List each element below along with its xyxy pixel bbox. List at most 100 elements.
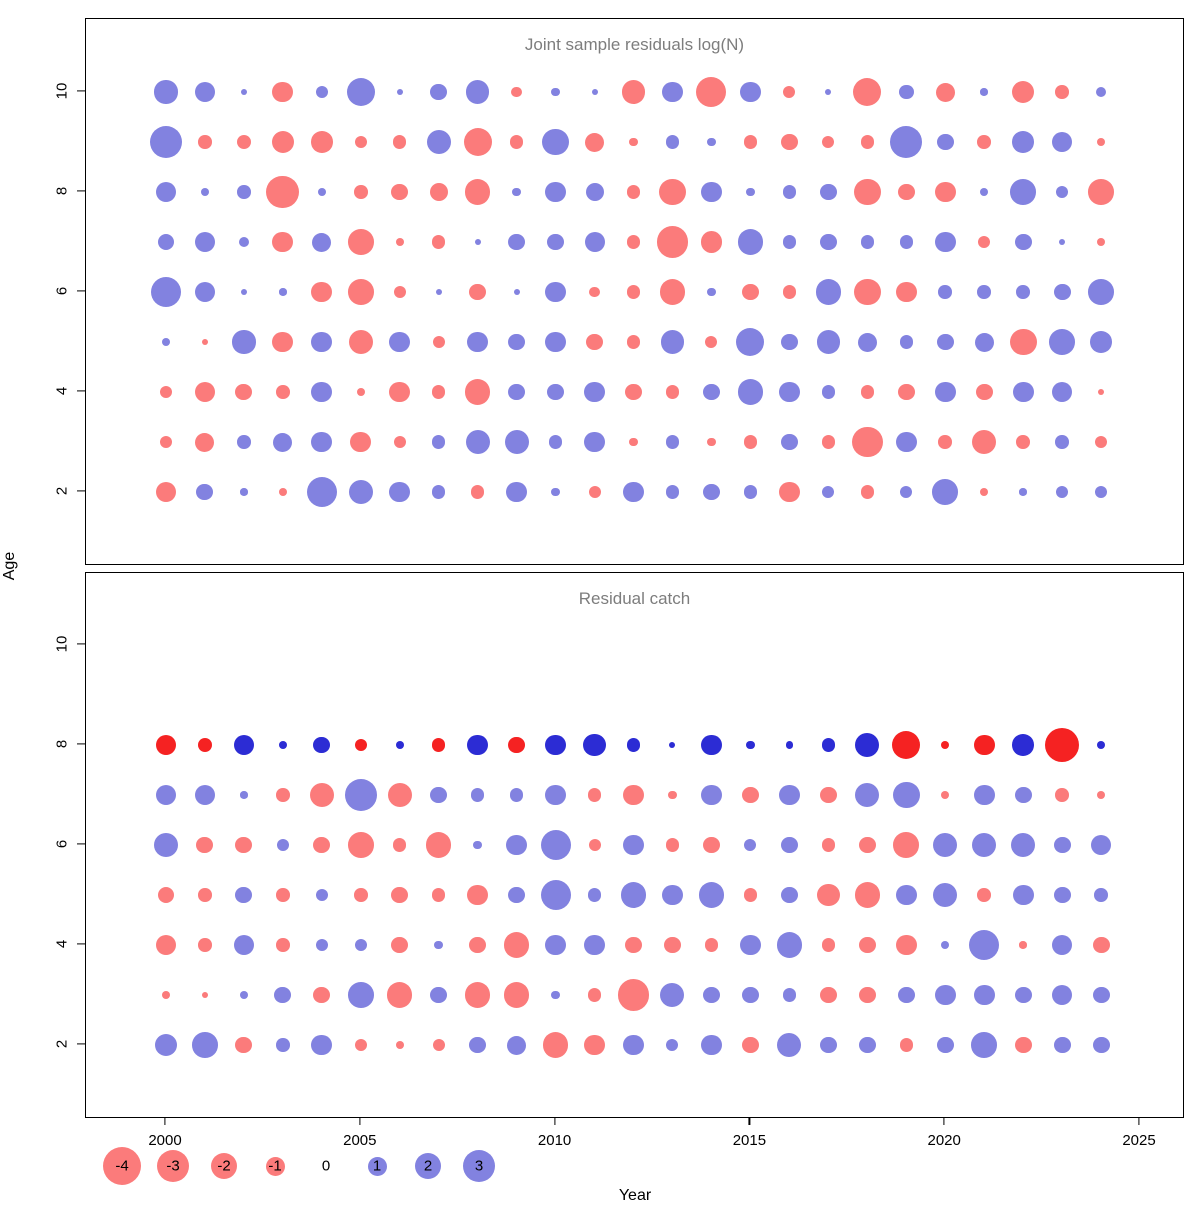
residual-bubble-age4-2015: [739, 934, 761, 956]
residual-bubble-age2-2001: [192, 1032, 218, 1058]
residual-bubble-age2-2015: [741, 1036, 759, 1054]
residual-bubble-age3-2013: [660, 982, 685, 1007]
residual-bubble-age4-2015: [737, 379, 764, 405]
y-tick-mark: [77, 943, 85, 945]
bubble-area-residual-catch: [86, 573, 1183, 1117]
x-tick-label: 2015: [732, 1132, 767, 1149]
residual-bubble-age2-2021: [979, 487, 989, 497]
residual-bubble-age6-2020: [938, 285, 952, 299]
x-tick-mark: [748, 1118, 750, 1125]
residual-bubble-age6-2022: [1011, 832, 1036, 857]
x-tick-mark: [359, 1118, 361, 1125]
residual-bubble-age4-2002: [233, 934, 255, 956]
residual-bubble-age6-2007: [425, 832, 452, 858]
residual-bubble-age4-2014: [702, 383, 720, 401]
residual-bubble-age4-2021: [975, 383, 993, 401]
residual-bubble-age5-2021: [977, 888, 991, 902]
residual-bubble-age4-2011: [584, 934, 605, 956]
residual-bubble-age3-2003: [274, 986, 292, 1004]
residual-bubble-age9-2011: [585, 132, 605, 152]
residual-bubble-age6-2016: [780, 836, 798, 854]
residual-bubble-age8-2000: [155, 734, 177, 756]
residual-bubble-age3-2019: [895, 431, 917, 453]
residual-bubble-age7-2023: [1059, 238, 1066, 245]
residual-bubble-age4-2010: [547, 383, 565, 401]
residual-bubble-age7-2012: [626, 235, 641, 249]
residual-bubble-age6-2019: [893, 832, 919, 858]
residual-bubble-age8-2003: [266, 175, 300, 209]
x-tick-label: 2000: [148, 1132, 182, 1149]
residual-bubble-age10-2015: [739, 81, 761, 103]
legend-bubble-1: [367, 1156, 387, 1176]
residual-bubble-age4-2009: [503, 932, 530, 958]
residual-bubble-age3-2003: [273, 432, 293, 452]
residual-bubble-age8-2023: [1056, 185, 1069, 198]
residual-bubble-age10-2001: [194, 81, 216, 103]
residual-bubble-age6-2013: [665, 838, 680, 852]
residual-bubble-age3-2015: [741, 986, 759, 1004]
residual-bubble-age8-2001: [197, 737, 213, 753]
x-tick-mark: [943, 1118, 945, 1125]
residual-bubble-age7-2014: [701, 784, 722, 806]
residual-bubble-age2-2019: [900, 485, 913, 498]
residual-bubble-age2-2003: [276, 1038, 290, 1052]
residual-bubble-age2-2011: [584, 1034, 605, 1056]
residual-bubble-age6-2005: [348, 832, 374, 858]
residual-bubble-age6-2015: [741, 283, 759, 301]
residual-bubble-age9-2008: [463, 127, 492, 157]
residual-bubble-age3-2005: [348, 982, 374, 1008]
residual-bubble-age4-2005: [354, 938, 367, 951]
residual-bubble-age4-2000: [159, 385, 172, 398]
residual-bubble-age8-2012: [626, 185, 641, 199]
residual-bubble-age7-2009: [509, 788, 524, 802]
x-axis-label: Year: [618, 1187, 652, 1204]
residual-bubble-age6-2009: [506, 834, 528, 856]
residual-bubble-age9-2005: [354, 135, 367, 148]
legend-bubble--4: [103, 1147, 141, 1185]
legend-label-3: 3: [474, 1157, 484, 1175]
legend-label--2: -2: [217, 1157, 231, 1175]
residual-bubble-age4-2000: [155, 934, 177, 956]
residual-bubble-age8-2014: [701, 181, 722, 203]
residual-bubble-age7-2020: [934, 231, 956, 253]
legend-bubble-2: [414, 1152, 442, 1180]
residual-bubble-age2-2015: [743, 485, 758, 499]
residual-bubble-age9-2004: [311, 131, 333, 153]
residual-bubble-age3-2020: [934, 984, 956, 1006]
y-tick-label: 8: [53, 739, 71, 749]
residual-bubble-age2-2000: [154, 1033, 178, 1057]
residual-bubble-age3-2004: [311, 431, 333, 453]
residual-bubble-age8-2015: [746, 740, 755, 750]
residual-bubble-age9-2015: [743, 135, 758, 149]
residual-bubble-age3-2006: [387, 982, 413, 1008]
residual-bubble-age3-2021: [973, 984, 995, 1006]
x-tick-label: 2020: [927, 1132, 961, 1149]
residual-bubble-age8-2016: [782, 185, 797, 199]
y-tick-mark: [77, 490, 85, 492]
residual-bubble-age8-2021: [979, 187, 989, 197]
residual-bubble-age10-2022: [1011, 80, 1035, 104]
x-tick-label: 2005: [343, 1132, 377, 1149]
residual-bubble-age3-2019: [897, 986, 915, 1004]
residual-bubble-age8-2006: [395, 740, 404, 750]
y-tick-label: 2: [53, 486, 71, 496]
residual-bubble-age8-2012: [626, 738, 641, 752]
residual-bubble-age6-2009: [513, 288, 520, 295]
y-tick-mark: [77, 1043, 85, 1045]
residual-bubble-age7-2017: [819, 786, 837, 804]
residual-bubble-age4-2008: [469, 936, 487, 954]
residual-bubble-age8-2024: [1088, 179, 1114, 205]
y-tick-label: 8: [53, 186, 71, 196]
residual-bubble-age9-2006: [393, 135, 407, 149]
residual-bubble-age3-2001: [195, 432, 215, 452]
residual-bubble-age7-2024: [1096, 237, 1106, 247]
residual-bubble-age4-2022: [1019, 941, 1027, 949]
residual-bubble-age3-2013: [665, 435, 680, 449]
residual-bubble-age3-2002: [239, 990, 249, 1000]
y-tick-mark: [77, 90, 85, 92]
residual-bubble-age5-2017: [816, 330, 840, 354]
x-tick-label: 2010: [537, 1132, 572, 1149]
y-tick-mark: [77, 843, 85, 845]
residual-bubble-age2-2020: [936, 1036, 954, 1054]
residual-bubble-age5-2008: [467, 884, 489, 906]
